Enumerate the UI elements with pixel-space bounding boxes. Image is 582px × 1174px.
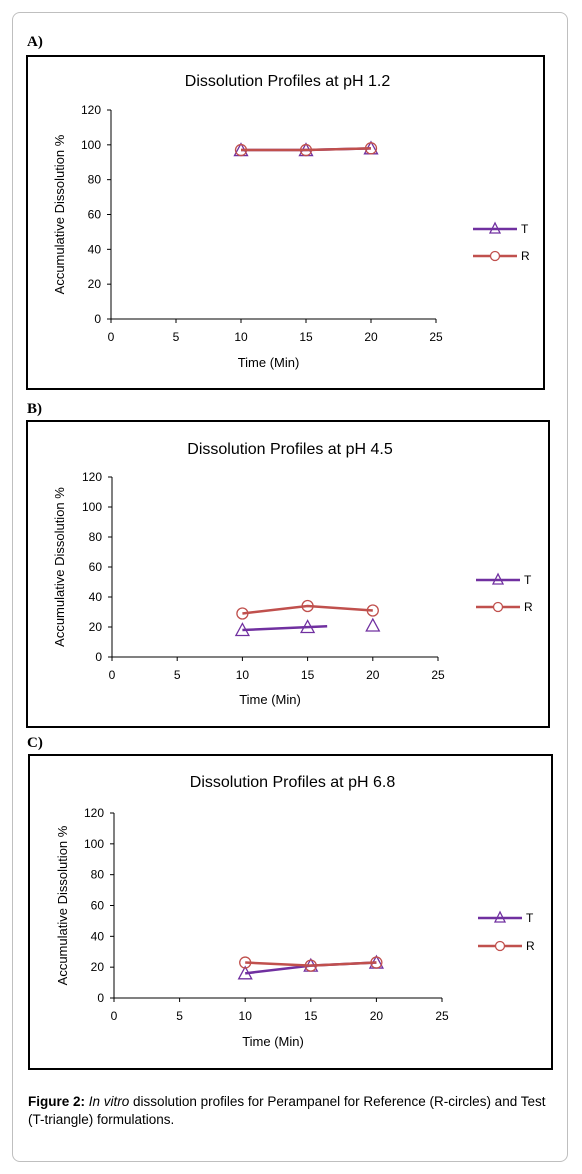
x-tick-label: 15 (301, 668, 315, 682)
data-point-t (234, 622, 250, 637)
data-point-r (370, 956, 383, 969)
x-tick-label: 25 (429, 330, 443, 344)
panel-label-a: A) (27, 34, 43, 50)
data-point-r (366, 604, 379, 617)
data-point-r (239, 956, 252, 969)
y-tick-label: 0 (95, 650, 102, 664)
series-line-t (242, 625, 328, 632)
caption-figure-label: Figure 2: (28, 1094, 86, 1109)
y-tick-label: 120 (82, 470, 102, 484)
chart-title: Dissolution Profiles at pH 6.8 (190, 774, 396, 791)
legend-label-r: R (524, 600, 533, 614)
x-tick-label: 20 (364, 330, 378, 344)
x-tick-label: 10 (234, 330, 248, 344)
y-axis-label: Accumulative Dissolution % (52, 487, 67, 647)
panel-label-c: C) (27, 735, 43, 751)
dissolution-chart-ph-6-8: Dissolution Profiles at pH 6.8 0 20 40 60 80 1… (55, 774, 535, 1049)
y-tick-label: 120 (81, 103, 101, 117)
x-tick-label: 10 (236, 668, 250, 682)
x-tick-label: 10 (239, 1009, 253, 1023)
series-line-r (242, 604, 373, 615)
y-tick-label: 100 (84, 837, 104, 851)
y-tick-label: 80 (91, 868, 105, 882)
y-tick-label: 0 (94, 312, 101, 326)
data-point-t (300, 619, 316, 634)
series-line-r (241, 147, 372, 152)
y-tick-label: 60 (89, 560, 103, 574)
y-tick-label: 40 (89, 590, 103, 604)
caption-text-line2: (T-triangle) formulations. (28, 1112, 175, 1127)
x-tick-label: 5 (174, 668, 181, 682)
data-point-r (236, 607, 249, 620)
y-tick-label: 80 (88, 173, 102, 187)
legend-marker-r (494, 940, 506, 952)
x-tick-label: 0 (111, 1009, 118, 1023)
x-tick-label: 25 (431, 668, 445, 682)
x-axis-label: Time (Min) (239, 692, 301, 707)
y-tick-label: 20 (88, 277, 102, 291)
legend-marker-t (493, 910, 507, 923)
data-point-r (234, 143, 248, 157)
y-tick-label: 0 (97, 991, 104, 1005)
x-tick-label: 5 (173, 330, 180, 344)
legend-marker-t (491, 572, 505, 585)
caption-text: dissolution profiles for Perampanel for … (129, 1094, 546, 1109)
y-tick-label: 60 (91, 899, 105, 913)
y-tick-label: 40 (91, 929, 105, 943)
legend-label-r: R (521, 249, 530, 263)
figure-frame (12, 12, 568, 1162)
legend-marker-r (489, 250, 501, 262)
y-tick-label: 100 (82, 500, 102, 514)
data-point-r (299, 143, 313, 157)
x-tick-label: 20 (366, 668, 380, 682)
caption-italic-text: In vitro (88, 1094, 130, 1109)
x-tick-label: 15 (299, 330, 313, 344)
data-point-r (364, 142, 378, 155)
y-tick-label: 120 (84, 806, 104, 820)
data-point-t (365, 617, 381, 632)
legend-label-r: R (526, 939, 535, 953)
series-line-r (245, 961, 377, 967)
panel-label-b: B) (27, 401, 42, 417)
x-tick-label: 25 (435, 1009, 449, 1023)
legend-label-t: T (526, 911, 534, 925)
y-axis-label: Accumulative Dissolution % (52, 134, 67, 294)
chart-panel-b: Dissolution Profiles at pH 4.5 0 20 40 60 80 1… (26, 420, 550, 728)
x-tick-label: 0 (108, 330, 115, 344)
y-tick-label: 80 (89, 530, 103, 544)
chart-panel-a: Dissolution Profiles at pH 1.2 0 20 40 60 80 1… (26, 55, 545, 390)
legend-label-t: T (524, 573, 532, 587)
x-tick-label: 0 (109, 668, 116, 682)
x-axis-label: Time (Min) (238, 355, 300, 370)
y-axis-label: Accumulative Dissolution % (55, 825, 70, 985)
y-tick-label: 40 (88, 242, 102, 256)
legend-marker-r (492, 601, 504, 613)
x-tick-label: 20 (370, 1009, 384, 1023)
y-tick-label: 20 (89, 620, 103, 634)
legend-label-t: T (521, 222, 529, 236)
x-tick-label: 5 (176, 1009, 183, 1023)
data-point-t (237, 965, 253, 980)
chart-panel-c: Dissolution Profiles at pH 6.8 0 20 40 60 80 1… (28, 754, 553, 1070)
y-tick-label: 20 (91, 960, 105, 974)
y-tick-label: 100 (81, 138, 101, 152)
y-tick-label: 60 (88, 208, 102, 222)
x-tick-label: 15 (304, 1009, 318, 1023)
legend-marker-t (488, 221, 502, 234)
figure-caption: Figure 2: In vitro dissolution profiles … (28, 1093, 558, 1129)
dissolution-chart-ph-1-2: Dissolution Profiles at pH 1.2 0 20 40 60 80 1… (52, 73, 530, 370)
data-point-r (304, 959, 317, 972)
data-point-r (301, 599, 314, 613)
x-axis-label: Time (Min) (242, 1034, 304, 1049)
dissolution-chart-ph-4-5: Dissolution Profiles at pH 4.5 0 20 40 60 80 1… (52, 441, 533, 707)
chart-title: Dissolution Profiles at pH 1.2 (185, 73, 391, 90)
chart-title: Dissolution Profiles at pH 4.5 (187, 441, 393, 458)
